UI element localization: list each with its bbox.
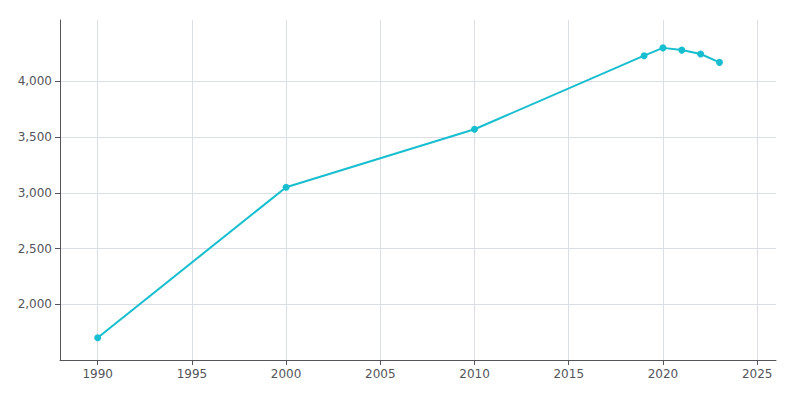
svg-text:2,000: 2,000 bbox=[18, 297, 52, 311]
svg-text:2015: 2015 bbox=[553, 367, 584, 381]
svg-text:3,500: 3,500 bbox=[18, 130, 52, 144]
svg-text:3,000: 3,000 bbox=[18, 186, 52, 200]
svg-text:2020: 2020 bbox=[648, 367, 679, 381]
svg-text:2010: 2010 bbox=[459, 367, 490, 381]
svg-text:1990: 1990 bbox=[82, 367, 113, 381]
svg-text:2025: 2025 bbox=[742, 367, 773, 381]
svg-text:4,000: 4,000 bbox=[18, 74, 52, 88]
svg-text:2005: 2005 bbox=[365, 367, 396, 381]
svg-text:2,500: 2,500 bbox=[18, 242, 52, 256]
svg-text:1995: 1995 bbox=[177, 367, 208, 381]
svg-text:2000: 2000 bbox=[271, 367, 302, 381]
